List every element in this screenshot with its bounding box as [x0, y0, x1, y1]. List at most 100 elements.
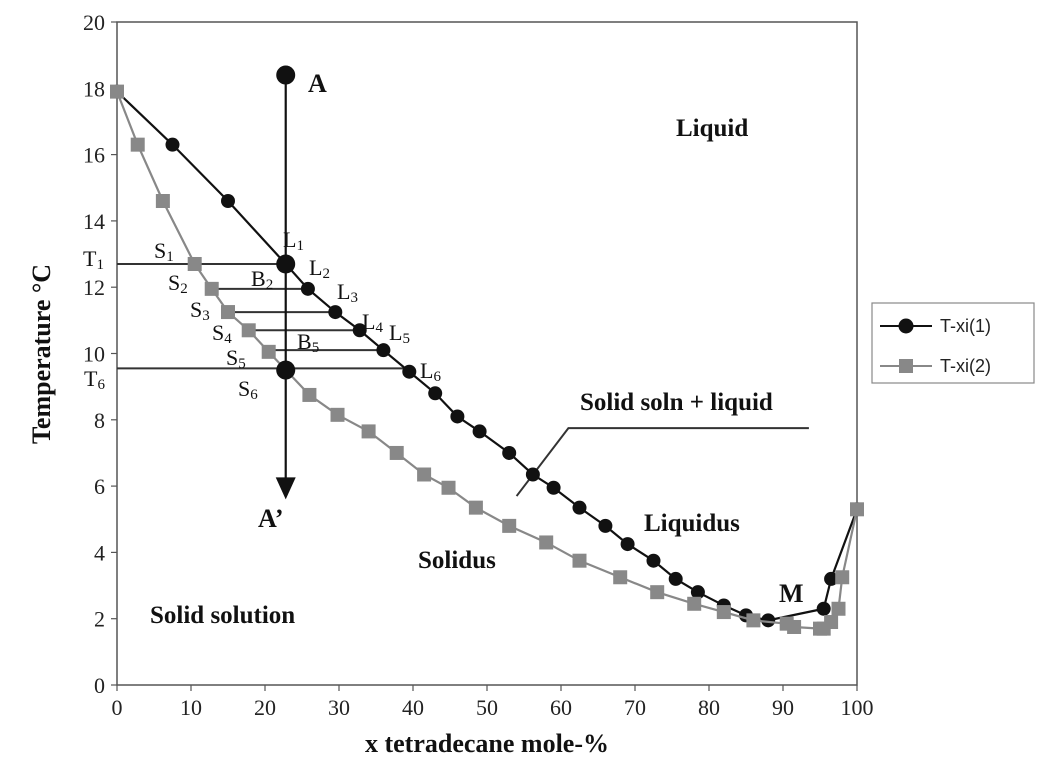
data-point-series-1 — [328, 305, 343, 320]
data-point-series-2 — [155, 194, 170, 209]
data-point-series-2 — [468, 500, 483, 515]
data-point-series-1 — [376, 343, 391, 358]
label-S4: S4 — [212, 320, 232, 347]
legend-marker-series-1 — [898, 318, 914, 334]
state-points — [276, 65, 296, 380]
y-tick-label: 0 — [94, 673, 105, 698]
data-point-series-1 — [428, 386, 443, 401]
label-solidus: Solidus — [418, 547, 496, 574]
data-point-series-2 — [389, 445, 404, 460]
data-point-series-2 — [824, 615, 839, 630]
data-point-series-2 — [787, 619, 802, 634]
arrow-down-icon — [275, 477, 296, 500]
y-tick-label: 12 — [83, 275, 105, 300]
data-point-series-2 — [835, 570, 850, 585]
data-point-series-1 — [352, 323, 367, 338]
data-point-series-1 — [221, 194, 235, 209]
y-tick-label: 10 — [83, 342, 105, 367]
x-tick-label: 0 — [112, 695, 123, 720]
label-S5: S5 — [226, 345, 246, 372]
x-tick-label: 90 — [772, 695, 794, 720]
label-S2: S2 — [168, 270, 188, 297]
y-axis-ticks: 0 2 4 6 8 10 12 14 16 18 20 — [83, 10, 117, 698]
data-point-series-2 — [361, 424, 376, 439]
label-L3: L3 — [337, 279, 358, 306]
data-point-series-2 — [130, 137, 145, 152]
data-point-series-1 — [816, 601, 831, 616]
label-S1: S1 — [154, 238, 174, 265]
x-tick-label: 10 — [180, 695, 202, 720]
label-T1: T1 — [83, 246, 104, 273]
x-tick-label: 30 — [328, 695, 350, 720]
data-point-series-1 — [572, 500, 587, 515]
x-tick-label: 70 — [624, 695, 646, 720]
data-point-series-1 — [502, 445, 517, 460]
data-point-series-2 — [613, 570, 628, 585]
legend-marker-series-2 — [899, 359, 913, 373]
x-tick-label: 40 — [402, 695, 424, 720]
y-tick-label: 18 — [83, 76, 105, 101]
label-A-prime: A’ — [258, 504, 284, 533]
legend-label-series-2: T-xi(2) — [940, 356, 991, 376]
y-tick-label: 2 — [94, 607, 105, 632]
data-point-series-1 — [598, 518, 613, 533]
data-point-series-2 — [187, 256, 202, 271]
data-point-series-2 — [716, 605, 731, 620]
data-point-series-1 — [824, 571, 839, 586]
data-point-series-2 — [746, 613, 761, 628]
y-tick-label: 6 — [94, 474, 105, 499]
label-solid-soln-liquid: Solid soln + liquid — [580, 389, 773, 416]
x-tick-label: 100 — [841, 695, 874, 720]
data-point-series-2 — [204, 281, 219, 296]
state-point — [276, 360, 296, 380]
label-A: A — [308, 69, 327, 98]
data-point-series-1 — [450, 409, 465, 424]
data-point-series-1 — [690, 585, 705, 600]
label-L4: L4 — [362, 309, 383, 336]
label-L5: L5 — [389, 320, 410, 347]
label-S3: S3 — [190, 297, 210, 324]
data-point-series-2 — [221, 305, 235, 320]
label-M: M — [779, 579, 804, 608]
x-tick-label: 60 — [550, 695, 572, 720]
legend-label-series-1: T-xi(1) — [940, 316, 991, 336]
label-liquid: Liquid — [676, 115, 748, 142]
data-point-series-1 — [668, 571, 683, 586]
data-point-series-1 — [620, 537, 635, 552]
state-point — [276, 254, 296, 274]
data-point-series-1 — [646, 553, 661, 568]
label-L2: L2 — [309, 255, 330, 282]
data-point-series-1 — [472, 424, 487, 439]
data-point-series-1 — [525, 467, 540, 482]
data-point-series-2 — [330, 407, 345, 422]
data-point-series-2 — [850, 502, 864, 517]
y-tick-label: 4 — [94, 540, 105, 565]
label-B5: B5 — [297, 329, 319, 356]
label-B2: B2 — [251, 266, 273, 293]
data-point-series-1 — [761, 613, 776, 628]
legend: T-xi(1) T-xi(2) — [871, 302, 1035, 384]
data-point-series-2 — [241, 323, 256, 338]
data-point-series-2 — [417, 467, 432, 482]
data-point-series-2 — [539, 535, 554, 550]
x-tick-label: 20 — [254, 695, 276, 720]
x-tick-label: 80 — [698, 695, 720, 720]
data-point-series-1 — [165, 137, 180, 152]
y-tick-label: 20 — [83, 10, 105, 35]
y-tick-label: 8 — [94, 408, 105, 433]
data-point-series-2 — [650, 585, 665, 600]
label-L1: L1 — [283, 227, 304, 254]
x-tick-label: 50 — [476, 695, 498, 720]
data-point-series-2 — [572, 553, 587, 568]
state-point — [276, 65, 296, 85]
x-axis-title: x tetradecane mole-% — [365, 729, 609, 758]
label-L6: L6 — [420, 358, 441, 385]
y-axis-title: Temperature °C — [27, 264, 56, 444]
label-liquidus: Liquidus — [644, 510, 740, 537]
data-point-series-2 — [502, 518, 517, 533]
label-S6: S6 — [238, 376, 258, 403]
data-point-series-2 — [261, 344, 276, 359]
x-axis-ticks: 0 10 20 30 40 50 60 70 80 90 100 — [112, 685, 874, 720]
data-point-series-2 — [687, 596, 702, 611]
annotation-pointer-line — [515, 427, 809, 497]
